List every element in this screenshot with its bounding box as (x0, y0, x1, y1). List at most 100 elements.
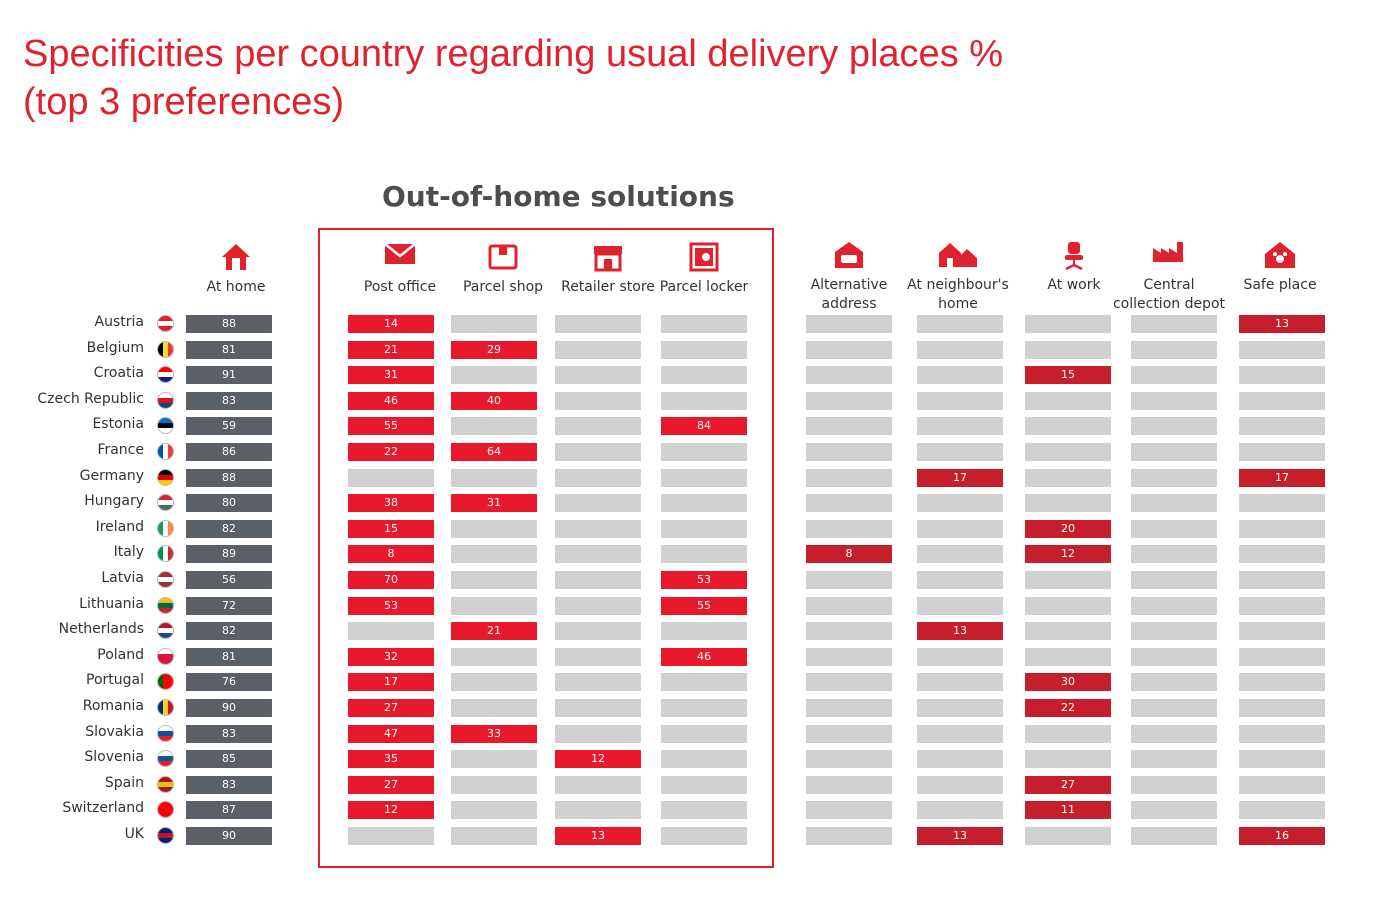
column-label: Post office (363, 279, 437, 295)
cell-safe (1239, 366, 1325, 385)
cell-safe (1239, 443, 1325, 461)
cell-depot (1131, 519, 1217, 538)
cell-alt (806, 519, 892, 538)
cell-parcel_shop (451, 417, 537, 436)
cell-home: 86 (186, 443, 272, 461)
cell-locker: 46 (661, 647, 747, 666)
column-label: Central collection depot (1112, 277, 1226, 312)
flag-icon (157, 647, 174, 665)
cell-locker (661, 750, 747, 769)
cell-alt (806, 417, 892, 436)
cell-alt (806, 775, 892, 794)
cell-work (1025, 443, 1111, 461)
cell-post: 32 (348, 647, 434, 666)
cell-alt (806, 596, 892, 615)
cell-post: 17 (348, 673, 434, 692)
cell-retailer: 12 (555, 750, 641, 769)
cell-locker (661, 340, 747, 359)
cell-work: 22 (1025, 699, 1111, 717)
cell-neigh (917, 443, 1003, 461)
column-label: Parcel locker (659, 279, 749, 295)
cell-home: 81 (186, 647, 272, 666)
cell-depot (1131, 545, 1217, 564)
cell-post: 31 (348, 366, 434, 385)
column-header-work: At work (1014, 240, 1134, 295)
cell-post: 53 (348, 596, 434, 615)
row-label-country: Czech Republic (37, 390, 144, 407)
cell-depot (1131, 468, 1217, 487)
cell-retailer (555, 724, 641, 743)
cell-parcel_shop (451, 750, 537, 769)
cell-home: 88 (186, 315, 272, 333)
group-title-out-of-home: Out-of-home solutions (382, 180, 735, 213)
cell-retailer (555, 545, 641, 564)
flag-icon (157, 673, 174, 691)
flag-icon (157, 699, 174, 716)
cell-alt (806, 827, 892, 845)
cell-neigh (917, 545, 1003, 564)
cell-alt (806, 571, 892, 589)
cell-home: 88 (186, 468, 272, 487)
row-label-country: Poland (97, 646, 144, 663)
flag-icon (157, 417, 174, 435)
cell-locker (661, 315, 747, 333)
chart-title: Specificities per country regarding usua… (23, 30, 1003, 126)
row-label-country: Latvia (101, 570, 144, 586)
envelope-icon (340, 242, 460, 276)
cell-depot (1131, 699, 1217, 717)
cell-retailer (555, 596, 641, 615)
cell-parcel_shop: 21 (451, 622, 537, 641)
row-label-country: Portugal (86, 672, 144, 689)
out-of-home-group-frame (318, 228, 774, 868)
cell-locker (661, 443, 747, 461)
cell-parcel_shop: 40 (451, 391, 537, 410)
cell-retailer (555, 468, 641, 487)
cell-neigh (917, 699, 1003, 717)
title-line-1: Specificities per country regarding usua… (23, 33, 1004, 75)
cell-safe (1239, 673, 1325, 692)
cell-home: 80 (186, 494, 272, 513)
cell-parcel_shop (451, 827, 537, 845)
cell-neigh (917, 366, 1003, 385)
row-label-country: Belgium (86, 339, 144, 356)
cell-retailer: 13 (555, 827, 641, 845)
cell-depot (1131, 827, 1217, 845)
cell-parcel_shop (451, 673, 537, 692)
cell-locker (661, 775, 747, 794)
column-label: Safe place (1243, 277, 1317, 293)
cell-depot (1131, 315, 1217, 333)
cell-work (1025, 571, 1111, 589)
cell-safe (1239, 545, 1325, 564)
cell-work (1025, 417, 1111, 436)
cell-home: 72 (186, 596, 272, 615)
column-header-safe: Safe place (1220, 240, 1340, 295)
cell-alt (806, 673, 892, 692)
cell-alt (806, 647, 892, 666)
cell-safe (1239, 596, 1325, 615)
cell-alt (806, 340, 892, 359)
cell-work (1025, 750, 1111, 769)
cell-parcel_shop (451, 315, 537, 333)
cell-locker (661, 545, 747, 564)
house-icon (176, 242, 296, 276)
cell-retailer (555, 417, 641, 436)
cell-safe (1239, 417, 1325, 436)
row-label-country: Lithuania (79, 595, 144, 612)
column-header-neigh: At neighbour's home (898, 240, 1018, 314)
cell-work (1025, 340, 1111, 359)
row-label-country: Estonia (92, 416, 144, 433)
cell-home: 82 (186, 622, 272, 641)
flag-icon (157, 545, 174, 563)
cell-post: 35 (348, 750, 434, 769)
cell-post: 38 (348, 494, 434, 513)
cell-home: 59 (186, 417, 272, 436)
cell-neigh (917, 340, 1003, 359)
cell-safe (1239, 622, 1325, 641)
cell-home: 83 (186, 724, 272, 743)
cell-retailer (555, 673, 641, 692)
parcel-box-icon (443, 242, 563, 276)
cell-safe (1239, 775, 1325, 794)
cell-work (1025, 391, 1111, 410)
cell-depot (1131, 673, 1217, 692)
cell-home: 89 (186, 545, 272, 564)
